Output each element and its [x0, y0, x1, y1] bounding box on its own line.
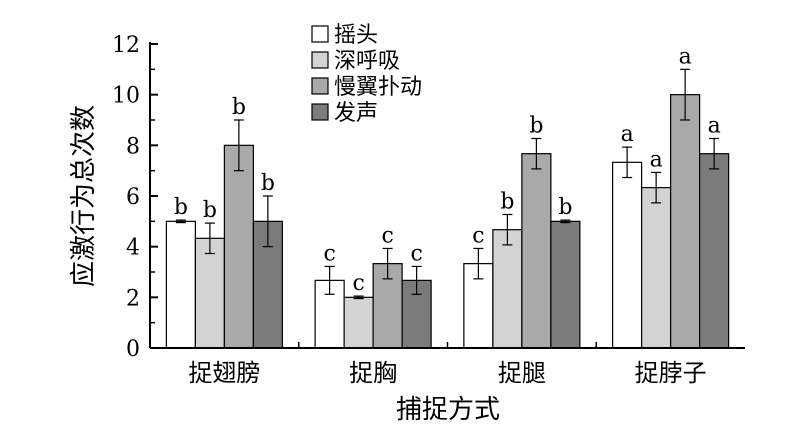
bar [194, 237, 225, 349]
y-tick-label: 10 [112, 84, 140, 109]
x-category-label: 捉翅膀 [188, 359, 260, 387]
significance-label: b [261, 171, 275, 196]
bar [670, 94, 701, 349]
legend-swatch [311, 51, 329, 69]
x-category-label: 捉腿 [498, 359, 546, 387]
x-category-label: 捉胸 [349, 359, 397, 387]
legend-swatch [311, 25, 329, 43]
bar [223, 144, 254, 349]
significance-label: a [679, 44, 692, 69]
y-tick-label: 2 [126, 286, 140, 311]
bar [699, 153, 730, 349]
bar [550, 220, 581, 349]
y-tick-label: 12 [112, 33, 140, 58]
significance-label: c [381, 223, 393, 248]
legend-label: 发声 [334, 101, 378, 126]
significance-label: b [558, 195, 572, 220]
significance-label: b [203, 198, 217, 223]
legend-label: 深呼吸 [334, 49, 400, 74]
legend-swatch [311, 77, 329, 95]
legend-label: 慢翼扑动 [334, 75, 422, 100]
significance-label: c [472, 223, 484, 248]
legend-label: 摇头 [334, 23, 378, 48]
significance-label: b [232, 95, 246, 120]
significance-label: a [621, 122, 634, 147]
significance-label: a [708, 113, 721, 138]
bar [521, 153, 552, 349]
bar [343, 296, 374, 349]
bar [641, 187, 672, 349]
significance-label: a [650, 147, 663, 172]
bar [165, 220, 196, 349]
y-tick-label: 0 [126, 337, 140, 362]
significance-label: b [174, 195, 188, 220]
x-axis-title: 捕捉方式 [396, 395, 500, 425]
legend-swatch [311, 103, 329, 121]
bar [492, 229, 523, 349]
significance-label: c [352, 271, 364, 296]
y-tick-label: 4 [126, 236, 140, 261]
x-category-label: 捉脖子 [635, 359, 707, 387]
bar [612, 161, 643, 349]
axes-layer: 0 2 4 6 8 10 12 捉翅膀 捉胸 捉腿 捉脖子 [112, 33, 745, 387]
significance-label: b [500, 189, 514, 214]
y-tick-label: 8 [126, 134, 140, 159]
y-tick-label: 6 [126, 185, 140, 210]
significance-label: b [529, 113, 543, 138]
significance-label: c [323, 241, 335, 266]
significance-label: c [410, 241, 422, 266]
y-axis-title: 应激行为总次数 [69, 105, 99, 287]
